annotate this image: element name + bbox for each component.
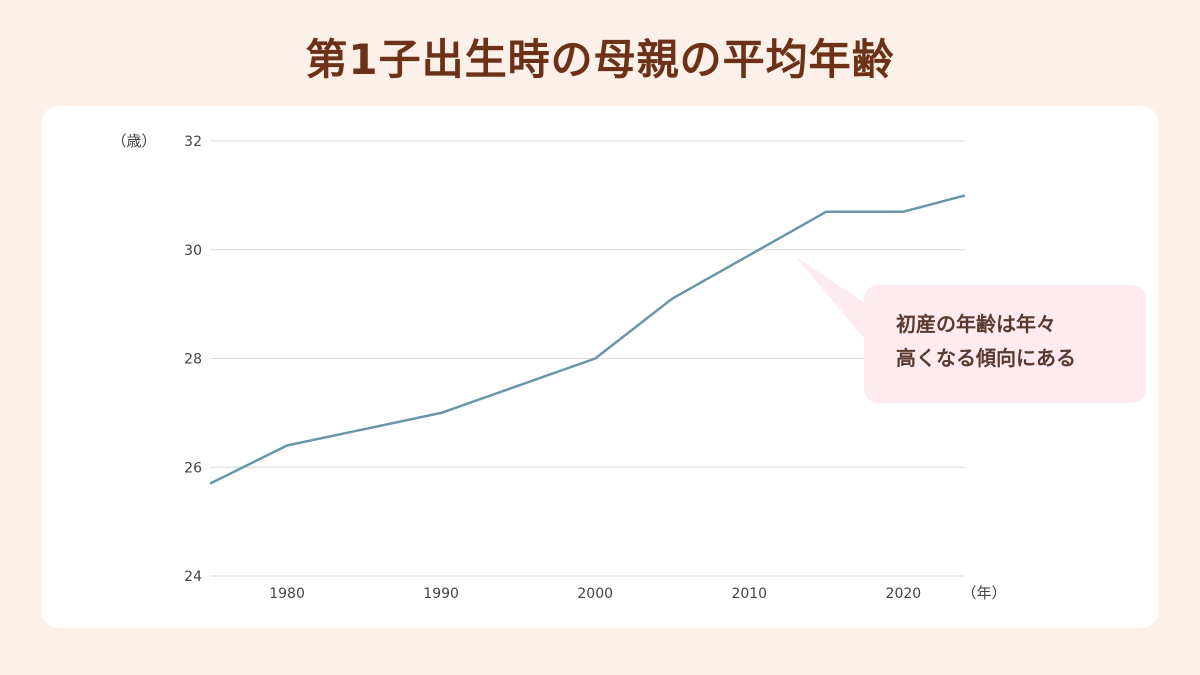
series-layer	[209, 194, 966, 485]
callout-box: 初産の年齢は年々 高くなる傾向にある	[864, 285, 1146, 403]
x-tick-label: 1990	[423, 586, 459, 602]
x-tick-label: 2010	[731, 586, 767, 602]
x-tick-label: 2000	[577, 586, 613, 602]
y-tick-label: 26	[184, 460, 202, 476]
y-tick-label: 28	[184, 352, 202, 368]
gridlines	[210, 140, 965, 577]
x-tick-label: 1980	[269, 586, 305, 602]
y-tick-labels: 24 26 28 30 32	[184, 134, 202, 585]
y-tick-label: 30	[184, 243, 202, 259]
y-tick-label: 24	[184, 569, 202, 585]
line-chart: 24 26 28 30 32 1980 1990 2000 2010 2020 （歳） （年）	[111, 132, 1006, 602]
x-tick-label: 2020	[886, 586, 922, 602]
x-tick-labels: 1980 1990 2000 2010 2020	[269, 586, 921, 602]
series-line-0	[209, 194, 966, 485]
x-axis-label: （年）	[961, 584, 1006, 602]
page-title: 第1子出生時の母親の平均年齢	[305, 35, 895, 84]
callout-pointer	[795, 256, 869, 344]
callout-text-line-1: 初産の年齢は年々	[896, 312, 1056, 336]
y-axis-label: （歳）	[111, 132, 156, 150]
callout-text-line-2: 高くなる傾向にある	[896, 346, 1076, 370]
y-tick-label: 32	[184, 134, 202, 150]
